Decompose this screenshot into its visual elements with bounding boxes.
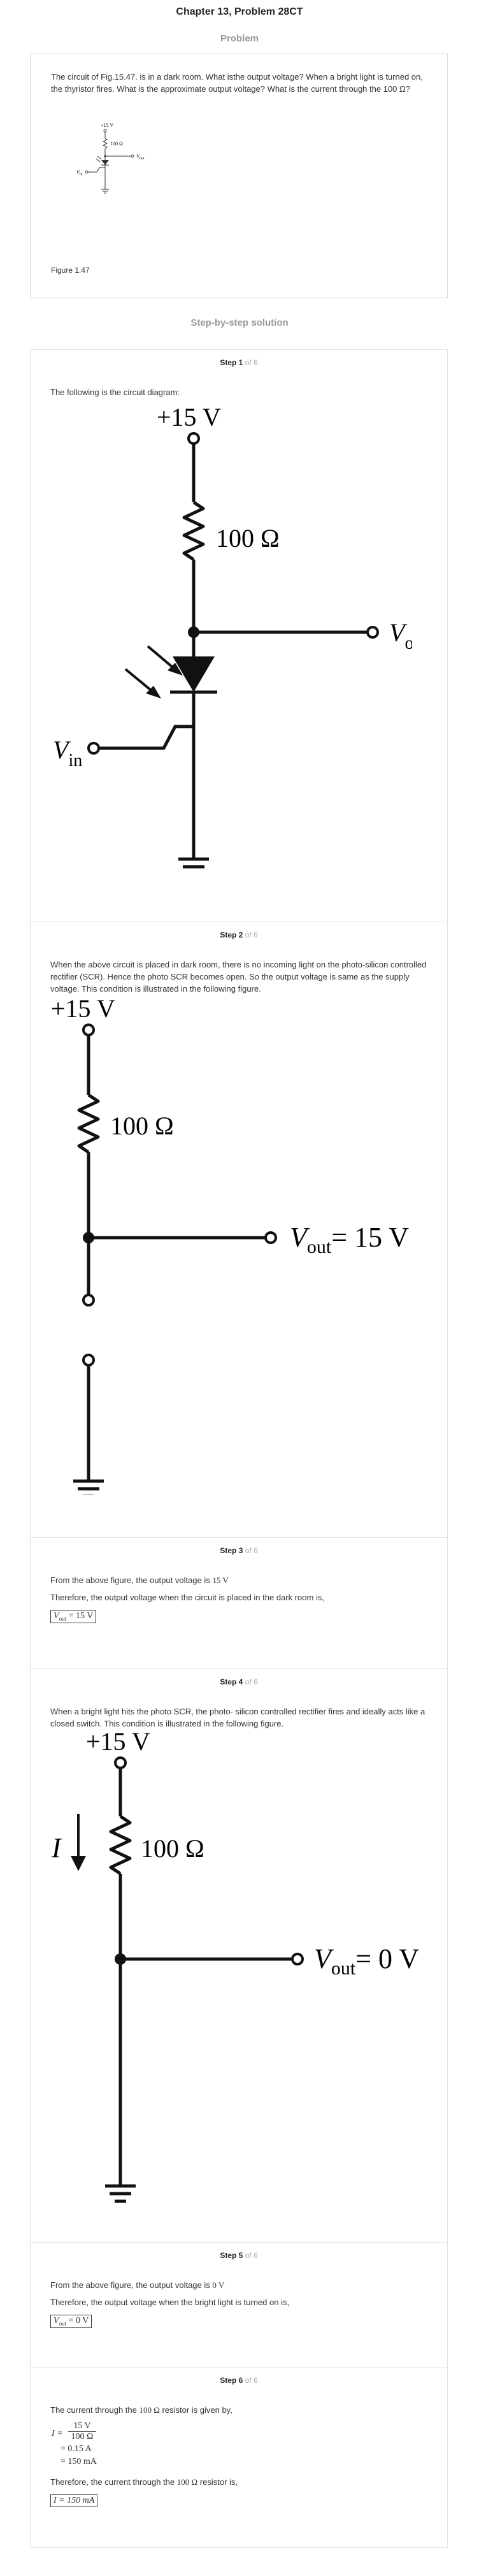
step-1: Step 1 of 6 The following is the circuit… xyxy=(30,349,448,923)
step-1-circuit: +15 V 100 Ω Vout Vin xyxy=(53,403,412,869)
step-1-heading: Step 1 of 6 xyxy=(220,358,258,367)
svg-text:Vout: Vout xyxy=(136,154,145,161)
svg-text:Vout= 0 V: Vout= 0 V xyxy=(314,1943,419,1979)
step-3-heading: Step 3 of 6 xyxy=(220,1546,258,1555)
eq-fraction: 15 V 100 Ω xyxy=(68,2421,96,2442)
step-1-text: The following is the circuit diagram: xyxy=(50,387,180,397)
step-4-heading: Step 4 of 6 xyxy=(220,1677,258,1686)
step-3-value: 15 V xyxy=(212,1575,229,1585)
separator xyxy=(30,2242,448,2243)
problem-text: The circuit of Fig.15.47. is in a dark r… xyxy=(51,72,423,94)
eq-line-3: = 150 mA xyxy=(61,2457,97,2466)
s4-resistor: 100 Ω xyxy=(141,1834,204,1863)
fig-supply-label: +15 V xyxy=(101,122,113,128)
page-title: Chapter 13, Problem 28CT xyxy=(176,6,303,17)
fig-resistor-label: 100 Ω xyxy=(110,141,123,147)
step-6-equation: I = 15 V 100 Ω = 0.15 A = 150 mA xyxy=(52,2421,448,2475)
svg-text:Vout: Vout xyxy=(389,618,412,653)
step-5: Step 5 of 6 From the above figure, the o… xyxy=(30,2242,448,2367)
steps-card xyxy=(30,349,448,2548)
step-5-text-1: From the above figure, the output voltag… xyxy=(50,2280,225,2290)
svg-text:Vin: Vin xyxy=(53,735,82,771)
step-5-answer: Vout = 0 V xyxy=(50,2315,92,2328)
step-2-circuit: +15 V 100 Ω Vout= 15 V xyxy=(51,994,409,1495)
separator xyxy=(30,1537,448,1538)
separator xyxy=(30,1668,448,1669)
step-4-circuit: +15 V 100 Ω I Vout= 0 V xyxy=(51,1727,419,2203)
step-6: Step 6 of 6 The current through the 100 … xyxy=(30,2367,448,2548)
step-6-answer: I = 150 mA xyxy=(50,2494,98,2507)
step-2-heading: Step 2 of 6 xyxy=(220,930,258,939)
solution-label: Step-by-step solution xyxy=(190,317,289,328)
step-4-text: When a bright light hits the photo SCR, … xyxy=(50,1707,425,1728)
eq-lhs: I = xyxy=(52,2429,63,2438)
s1-resistor: 100 Ω xyxy=(216,524,280,553)
s1-supply: +15 V xyxy=(157,403,221,431)
svg-text:Vout= 15 V: Vout= 15 V xyxy=(290,1222,409,1257)
step-5-heading: Step 5 of 6 xyxy=(220,2251,258,2260)
step-2: Step 2 of 6 When the above circuit is pl… xyxy=(30,922,448,1537)
eq-line-2: = 0.15 A xyxy=(61,2444,92,2454)
step-3-text-2: Therefore, the output voltage when the c… xyxy=(50,1593,324,1602)
step-6-heading: Step 6 of 6 xyxy=(220,2376,258,2385)
problem-figure: +15 V 100 Ω Vout Vin xyxy=(76,122,145,194)
svg-text:Vin: Vin xyxy=(76,170,83,177)
s4-supply: +15 V xyxy=(86,1727,150,1756)
s2-resistor: 100 Ω xyxy=(110,1111,174,1140)
s4-current: I xyxy=(51,1832,62,1863)
step-5-value: 0 V xyxy=(212,2280,225,2290)
s2-supply: +15 V xyxy=(51,994,115,1023)
problem-label: Problem xyxy=(220,33,259,44)
step-3-text-1: From the above figure, the output voltag… xyxy=(50,1575,229,1585)
step-6-text-2: Therefore, the current through the 100 Ω… xyxy=(50,2477,238,2487)
separator xyxy=(30,2367,448,2368)
step-6-text-1: The current through the 100 Ω resistor i… xyxy=(50,2405,232,2415)
figure-caption: Figure 1.47 xyxy=(51,266,90,275)
step-3-answer: Vout = 15 V xyxy=(50,1610,97,1623)
step-3: Step 3 of 6 From the above figure, the o… xyxy=(30,1537,448,1668)
problem-card: The circuit of Fig.15.47. is in a dark r… xyxy=(30,54,448,298)
step-4: Step 4 of 6 When a bright light hits the… xyxy=(30,1668,448,2242)
step-2-text: When the above circuit is placed in dark… xyxy=(50,960,427,994)
step-5-text-2: Therefore, the output voltage when the b… xyxy=(50,2297,290,2307)
